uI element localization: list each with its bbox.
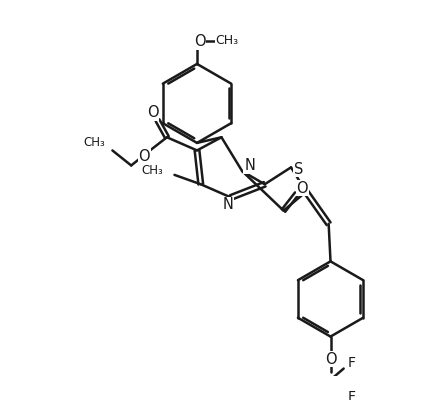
Text: F: F [347, 390, 355, 400]
Text: O: O [194, 34, 206, 49]
Text: N: N [244, 158, 255, 173]
Text: F: F [347, 356, 355, 370]
Text: CH₃: CH₃ [216, 34, 239, 47]
Text: N: N [223, 198, 233, 212]
Text: CH₃: CH₃ [141, 164, 163, 177]
Text: CH₃: CH₃ [83, 136, 105, 150]
Text: O: O [296, 180, 308, 196]
Text: O: O [138, 148, 150, 164]
Text: S: S [294, 162, 303, 177]
Text: O: O [147, 105, 158, 120]
Text: O: O [325, 352, 337, 367]
